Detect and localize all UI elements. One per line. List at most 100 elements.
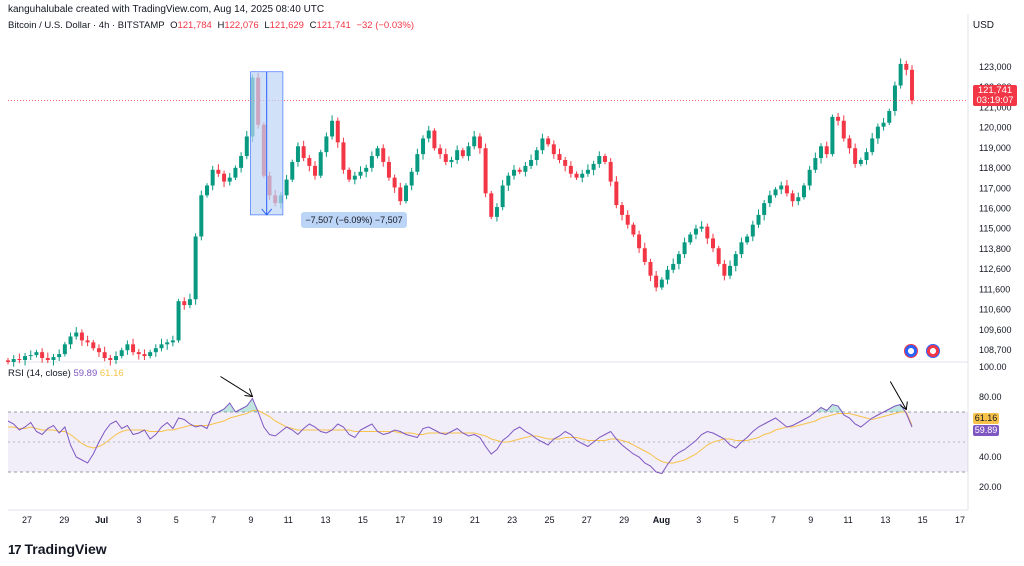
candle-body bbox=[898, 63, 903, 86]
candle-body bbox=[665, 269, 670, 280]
rsi-ma-value: 61.16 bbox=[99, 368, 124, 379]
time-tick-label: 5 bbox=[734, 515, 739, 525]
candle-body bbox=[620, 205, 625, 215]
candle-body bbox=[108, 358, 113, 360]
candle-body bbox=[864, 152, 869, 160]
candle-body bbox=[170, 340, 175, 343]
candle-body bbox=[466, 146, 471, 157]
candle-body bbox=[546, 138, 551, 145]
candles bbox=[6, 58, 968, 367]
rsi-tick-label: 20.00 bbox=[979, 482, 1002, 492]
candle-body bbox=[819, 146, 824, 159]
candle-body bbox=[392, 177, 397, 188]
time-tick-label: 15 bbox=[918, 515, 928, 525]
grid bbox=[8, 14, 969, 511]
candle-body bbox=[512, 169, 517, 176]
rsi-value-badge: 59.89 bbox=[973, 425, 999, 436]
measure-arrow-head bbox=[261, 208, 273, 216]
candle-body bbox=[313, 165, 318, 176]
candle-body bbox=[563, 160, 568, 166]
candle-body bbox=[858, 160, 863, 164]
time-tick-label: 25 bbox=[544, 515, 554, 525]
candle-body bbox=[307, 158, 312, 166]
time-tick-label: 29 bbox=[59, 515, 69, 525]
candle-body bbox=[193, 236, 198, 300]
candle-body bbox=[421, 138, 426, 155]
candle-body bbox=[347, 169, 352, 180]
open-value: 121,784 bbox=[177, 20, 212, 31]
candle-body bbox=[455, 150, 460, 160]
us-event-icon[interactable] bbox=[904, 344, 918, 358]
rsi-axis: 100.00 80.00 40.00 20.00 bbox=[979, 362, 1007, 492]
candle-body bbox=[784, 185, 789, 194]
candle-body bbox=[500, 185, 505, 208]
candle-body bbox=[222, 173, 227, 182]
candle-body bbox=[131, 344, 136, 353]
candle-body bbox=[40, 352, 45, 359]
candle-body bbox=[767, 195, 772, 204]
candle-body bbox=[648, 261, 653, 276]
candle-body bbox=[671, 263, 676, 270]
candle-body bbox=[733, 254, 738, 266]
tradingview-logo[interactable]: 17 TradingView bbox=[8, 541, 107, 557]
candle-body bbox=[295, 146, 300, 162]
candle-body bbox=[608, 161, 613, 182]
candle-body bbox=[642, 248, 647, 262]
time-tick-label: 3 bbox=[696, 515, 701, 525]
candle-body bbox=[625, 214, 630, 225]
candle-body bbox=[853, 148, 858, 164]
candle-body bbox=[216, 169, 221, 174]
candle-body bbox=[403, 185, 408, 202]
candle-body bbox=[62, 344, 67, 355]
time-tick-label: 15 bbox=[358, 515, 368, 525]
rsi-arrow-1-head bbox=[244, 388, 254, 398]
candle-body bbox=[870, 138, 875, 153]
candle-body bbox=[187, 299, 192, 306]
annotation-arrows[interactable] bbox=[220, 376, 908, 411]
candle-body bbox=[688, 234, 693, 243]
candle-body bbox=[904, 63, 909, 70]
candle-body bbox=[875, 126, 880, 139]
time-axis[interactable]: 27 29 Jul 3 5 7 9 11 13 15 17 19 21 23 25 27 29 Aug 3 5 7 9 11… bbox=[22, 515, 965, 525]
us-event-icon-2[interactable] bbox=[926, 344, 940, 358]
candle-body bbox=[711, 238, 716, 249]
candle-body bbox=[125, 344, 130, 351]
symbol-title[interactable]: Bitcoin / U.S. Dollar · 4h · BITSTAMP bbox=[8, 20, 165, 31]
candle-body bbox=[529, 160, 534, 166]
candle-body bbox=[682, 242, 687, 255]
time-tick-label: 17 bbox=[955, 515, 965, 525]
candle-body bbox=[204, 185, 209, 196]
change-value: −32 (−0.03%) bbox=[356, 20, 415, 31]
price-tick-label: 109,600 bbox=[979, 325, 1012, 335]
candle-body bbox=[335, 120, 340, 143]
price-tick-label: 120,000 bbox=[979, 123, 1012, 133]
candle-body bbox=[568, 165, 573, 174]
price-tick-label: 108,700 bbox=[979, 345, 1012, 355]
candle-body bbox=[762, 203, 767, 215]
candle-body bbox=[381, 148, 386, 162]
candle-body bbox=[142, 354, 147, 357]
rsi-title[interactable]: RSI (14, close) bbox=[8, 368, 71, 379]
candle-body bbox=[807, 169, 812, 186]
logo-text: TradingView bbox=[24, 541, 107, 557]
candle-body bbox=[11, 359, 16, 362]
price-tick-label: 115,000 bbox=[979, 224, 1011, 234]
time-tick-label: 11 bbox=[843, 515, 852, 525]
candle-body bbox=[602, 156, 607, 162]
candle-body bbox=[176, 301, 181, 341]
candle-body bbox=[460, 150, 465, 157]
candle-body bbox=[443, 154, 448, 162]
time-tick-label: Aug bbox=[653, 515, 671, 525]
candle-body bbox=[352, 175, 357, 180]
candle-body bbox=[159, 344, 164, 349]
rsi-pane[interactable] bbox=[7, 397, 968, 475]
candle-body bbox=[153, 348, 158, 353]
time-tick-label: 27 bbox=[22, 515, 32, 525]
candle-body bbox=[790, 193, 795, 202]
rsi-arrow-2 bbox=[889, 381, 907, 410]
candle-body bbox=[79, 332, 84, 341]
price-range-measure[interactable] bbox=[250, 71, 284, 216]
price-tick-label: 117,000 bbox=[979, 183, 1011, 193]
rsi-value: 59.89 bbox=[73, 368, 98, 379]
